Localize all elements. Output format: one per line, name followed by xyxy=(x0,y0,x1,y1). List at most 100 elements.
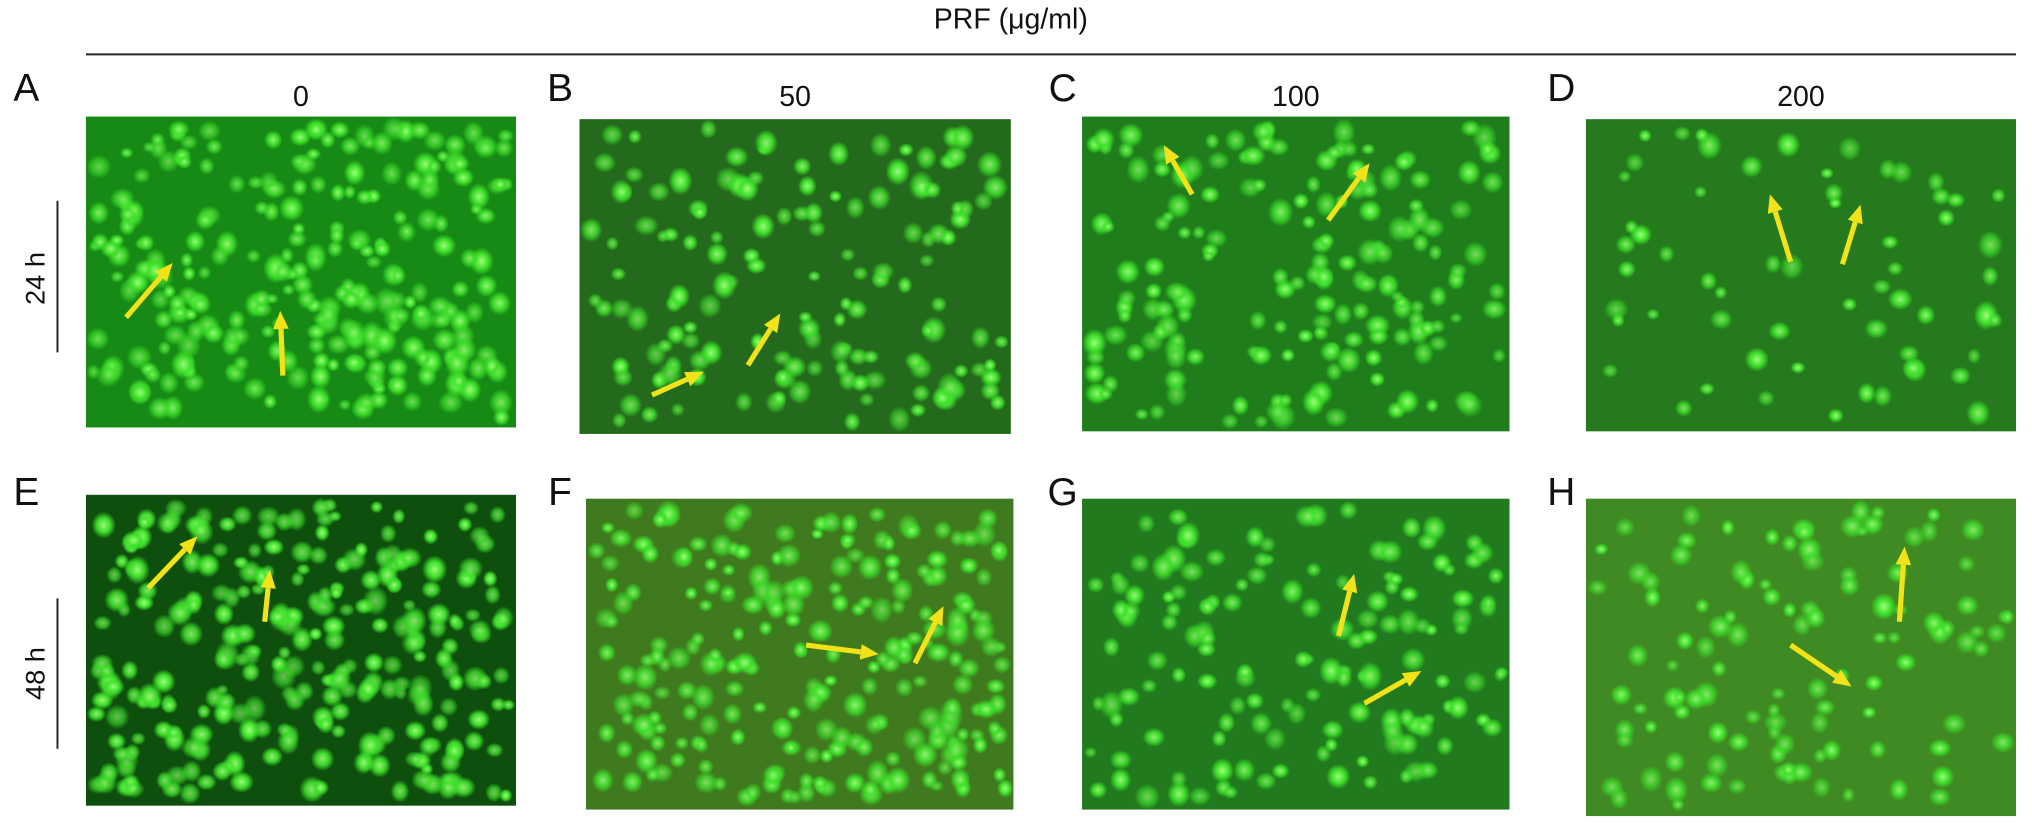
cell xyxy=(88,201,110,225)
cell xyxy=(897,276,913,294)
cell xyxy=(1300,597,1322,619)
cell xyxy=(1886,631,1902,645)
cell xyxy=(121,530,146,550)
cell xyxy=(603,614,620,629)
cell xyxy=(121,779,145,799)
cell xyxy=(884,750,902,767)
cell xyxy=(1394,152,1414,171)
cell xyxy=(195,210,216,231)
cell xyxy=(1675,631,1695,651)
cell xyxy=(392,675,412,692)
cell xyxy=(227,309,246,331)
cell xyxy=(911,384,931,403)
cell xyxy=(615,740,634,759)
cell xyxy=(1258,536,1277,553)
cell xyxy=(1919,519,1939,543)
cell xyxy=(373,240,391,258)
cell xyxy=(697,758,714,775)
cell xyxy=(587,293,603,308)
cell xyxy=(600,554,620,573)
cell xyxy=(731,626,745,642)
cell xyxy=(464,608,482,622)
cell xyxy=(1302,388,1326,416)
cell xyxy=(684,586,698,601)
cell xyxy=(1617,170,1632,183)
cell xyxy=(1325,145,1344,161)
cell xyxy=(1254,414,1269,429)
cell xyxy=(1098,387,1114,401)
cell xyxy=(267,607,288,627)
cell xyxy=(1407,309,1425,329)
cell xyxy=(698,599,714,612)
cell xyxy=(362,136,377,150)
cell xyxy=(1115,259,1141,285)
cell xyxy=(404,751,425,768)
column-label: 200 xyxy=(1777,81,1825,113)
cell xyxy=(674,736,690,750)
cell xyxy=(198,120,221,142)
cell xyxy=(1102,636,1120,657)
cell xyxy=(994,335,1009,349)
cell xyxy=(287,230,307,248)
cell xyxy=(229,771,254,793)
cell xyxy=(787,379,812,405)
cell xyxy=(1644,719,1658,734)
cell xyxy=(1694,127,1709,143)
cell xyxy=(1764,254,1782,274)
cell xyxy=(1164,281,1190,303)
cell xyxy=(930,296,948,313)
cell xyxy=(329,226,345,245)
cell xyxy=(1152,323,1169,342)
cell xyxy=(1315,744,1332,763)
arrow-head xyxy=(1342,573,1358,594)
cell xyxy=(875,650,891,668)
cell xyxy=(1757,390,1775,407)
panel-letter: C xyxy=(1049,67,1077,110)
cell xyxy=(1294,650,1312,668)
cell xyxy=(591,768,614,793)
cell xyxy=(1790,361,1806,374)
cell xyxy=(1457,392,1483,418)
cell xyxy=(1428,285,1448,308)
cell xyxy=(1188,786,1212,806)
cell xyxy=(1185,347,1206,366)
cell xyxy=(807,220,826,238)
arrow-shaft xyxy=(146,547,187,590)
arrow-head xyxy=(1832,669,1852,687)
cell xyxy=(1294,505,1321,528)
cell xyxy=(126,344,153,370)
cell xyxy=(278,195,305,222)
cell xyxy=(1857,382,1876,404)
cell xyxy=(729,502,754,523)
cell xyxy=(987,720,1002,737)
cell xyxy=(804,201,824,224)
cell xyxy=(776,543,802,568)
cell xyxy=(1233,758,1256,782)
cell xyxy=(1839,514,1866,539)
cell xyxy=(340,289,363,310)
cell xyxy=(803,745,822,765)
cell xyxy=(691,204,708,221)
cell xyxy=(647,181,671,202)
cell xyxy=(438,391,464,414)
cell xyxy=(314,524,330,542)
cell xyxy=(610,178,633,205)
cell xyxy=(902,222,924,245)
cell xyxy=(1121,601,1142,621)
cell xyxy=(1727,778,1747,795)
cell xyxy=(1922,611,1946,635)
cell xyxy=(774,368,792,387)
arrow-shaft xyxy=(1363,677,1407,706)
cell xyxy=(952,673,974,696)
cell xyxy=(431,234,457,258)
cell xyxy=(381,161,403,186)
micrograph xyxy=(85,116,517,428)
cell xyxy=(449,154,470,173)
cell xyxy=(1460,119,1482,137)
cell xyxy=(210,246,230,267)
cell xyxy=(1301,215,1317,229)
cell xyxy=(474,138,498,159)
cell xyxy=(1972,640,1990,658)
cell xyxy=(909,403,927,418)
cell xyxy=(1281,578,1304,605)
